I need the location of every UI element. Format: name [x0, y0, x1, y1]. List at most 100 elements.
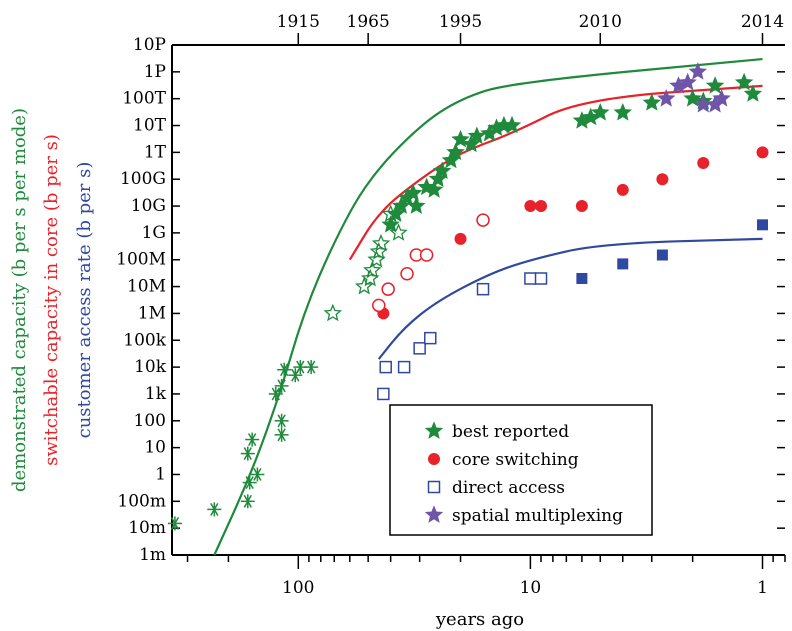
y-tick-label: 100k — [123, 330, 166, 350]
star-marker — [323, 303, 343, 322]
star-marker — [591, 102, 610, 121]
star-marker — [446, 142, 465, 161]
y-tick-label: 100T — [122, 89, 166, 109]
asterisk-marker — [274, 413, 289, 428]
data-points — [167, 62, 769, 531]
square-marker — [524, 272, 537, 285]
star-marker — [371, 233, 391, 252]
y-tick-label: 1P — [144, 62, 166, 82]
y-tick-label: 10P — [133, 35, 166, 55]
legend-label: best reported — [452, 422, 569, 442]
square-marker — [476, 282, 490, 296]
star-marker — [734, 72, 754, 91]
star-marker — [441, 150, 461, 169]
legend-label: spatial multiplexing — [452, 506, 623, 526]
square-marker — [379, 360, 392, 374]
x-tick-label: 10 — [520, 578, 542, 598]
tick-marks — [172, 33, 786, 569]
trend-line — [213, 57, 763, 556]
square-marker — [757, 219, 769, 231]
circle-marker — [454, 232, 467, 245]
legend-label: core switching — [452, 450, 579, 470]
x-axis-labels: 100 10 1 — [282, 578, 768, 598]
top-year-label: 2014 — [741, 12, 784, 32]
circle-marker — [400, 267, 414, 281]
asterisk-marker — [304, 360, 319, 375]
square-marker — [576, 272, 588, 284]
circle-marker — [524, 200, 537, 213]
star-marker — [424, 180, 444, 198]
circle-marker — [575, 200, 588, 213]
square-marker — [656, 249, 668, 261]
legend-label: direct access — [452, 478, 565, 498]
y-tick-label: 10T — [133, 116, 167, 136]
square-marker — [397, 360, 411, 374]
x-axis-title: years ago — [435, 609, 524, 630]
star-marker — [688, 62, 707, 80]
y-tick-label: 100 — [134, 411, 166, 431]
asterisk-marker — [277, 362, 292, 377]
y-tick-label: 100M — [116, 250, 166, 270]
star-marker — [354, 276, 374, 295]
circle-marker — [428, 453, 440, 465]
star-marker — [712, 88, 731, 107]
square-marker — [534, 272, 548, 285]
star-marker — [392, 196, 411, 214]
asterisk-marker — [207, 502, 222, 517]
asterisk-marker — [240, 446, 255, 461]
star-marker — [424, 421, 444, 439]
star-marker — [461, 134, 481, 153]
top-year-label: 1915 — [277, 12, 320, 32]
star-marker — [432, 161, 452, 179]
top-year-label: 1965 — [347, 12, 390, 32]
circle-marker — [616, 183, 629, 196]
y-tick-label: 1 — [155, 464, 166, 484]
star-marker — [363, 260, 382, 279]
circle-marker — [535, 200, 548, 213]
y-tick-label: 10M — [127, 277, 166, 297]
asterisk-marker — [242, 475, 257, 490]
y-tick-label: 100m — [117, 491, 166, 511]
y-tick-label: 1G — [142, 223, 166, 243]
circle-marker — [756, 146, 769, 159]
x-tick-label: 1 — [757, 578, 768, 598]
asterisk-marker — [274, 427, 289, 442]
y-tick-label: 1M — [138, 303, 166, 323]
asterisk-marker — [268, 386, 283, 401]
y-tick-label: 10k — [134, 357, 167, 377]
y-tick-label: 1T — [144, 142, 167, 162]
y-axis-title: switchable capacity in core (b per s) — [41, 134, 62, 466]
star-marker — [467, 126, 487, 145]
y-tick-label: 100G — [120, 169, 166, 189]
square-marker — [377, 387, 390, 401]
trend-line — [348, 84, 763, 261]
star-marker — [381, 215, 400, 233]
star-marker — [743, 84, 763, 102]
top-year-label: 1995 — [439, 12, 482, 32]
top-axis-labels: 1915 1965 1995 2010 2014 — [277, 12, 784, 32]
asterisk-marker — [240, 494, 255, 509]
asterisk-marker — [274, 378, 289, 393]
star-marker — [642, 93, 661, 111]
star-marker — [428, 169, 448, 188]
asterisk-marker — [250, 467, 265, 482]
star-marker — [613, 103, 633, 121]
y-tick-label: 1k — [145, 384, 167, 404]
circle-marker — [381, 282, 395, 296]
asterisk-marker — [167, 516, 182, 531]
star-marker — [502, 115, 522, 134]
trend-line — [377, 237, 763, 360]
square-marker — [413, 342, 426, 355]
y-tick-label: 1m — [139, 545, 166, 565]
asterisk-marker — [245, 432, 260, 447]
y-tick-label: 10 — [144, 438, 166, 458]
y-axis-title: demonstrated capacity (b per s per mode) — [9, 108, 30, 492]
circle-marker — [697, 157, 710, 170]
circle-marker — [419, 248, 434, 262]
y-tick-label: 10m — [128, 518, 166, 538]
star-marker — [656, 88, 676, 107]
star-marker — [424, 505, 444, 523]
square-marker — [427, 480, 441, 494]
y-axis-labels: 1m 10m 100m 1 10 100 1k 10k 100k 1M 10M 100M 1G 10G 10… — [116, 35, 167, 565]
